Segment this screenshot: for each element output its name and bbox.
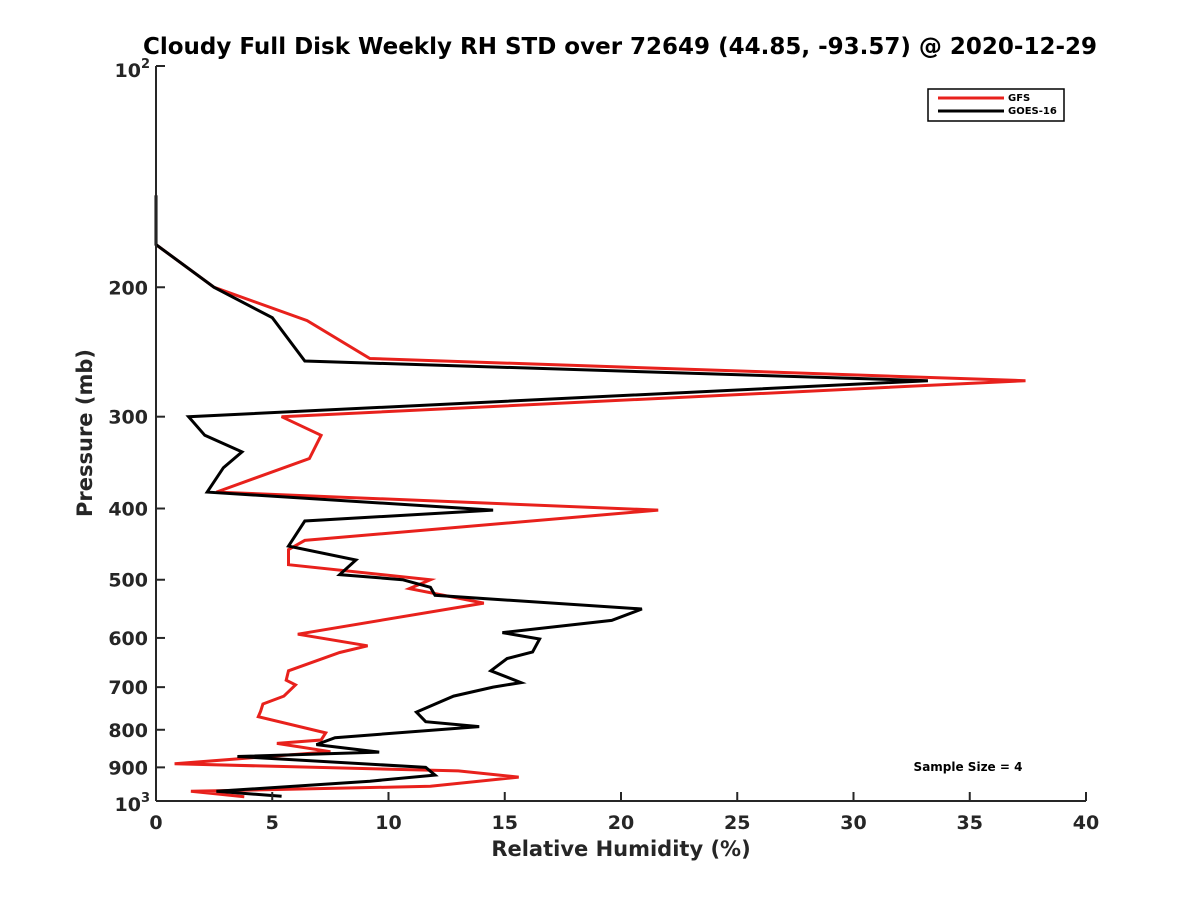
sample-size-annotation: Sample Size = 4: [914, 760, 1023, 774]
y-tick-label: 400: [108, 499, 148, 521]
x-tick-label: 10: [375, 812, 401, 834]
y-tick-label: 700: [108, 677, 148, 699]
y-tick-label: 500: [108, 570, 148, 592]
x-tick-label: 5: [266, 812, 279, 834]
legend-label-goes16: GOES-16: [1008, 106, 1057, 117]
y-bottom-tick-base: 10: [115, 794, 141, 816]
y-tick-label: 300: [108, 407, 148, 429]
x-tick-label: 25: [724, 812, 750, 834]
legend: GFS GOES-16: [927, 88, 1065, 122]
x-tick-label: 40: [1073, 812, 1099, 834]
legend-box: [927, 88, 1065, 122]
y-tick-label: 600: [108, 628, 148, 650]
x-tick-label: 15: [492, 812, 518, 834]
y-axis-label: Pressure (mb): [73, 349, 97, 517]
x-tick-label: 30: [840, 812, 866, 834]
series-layer: [154, 195, 1026, 799]
y-top-tick-exp: 2: [141, 57, 150, 72]
chart-title: Cloudy Full Disk Weekly RH STD over 7264…: [143, 34, 1097, 60]
series-line-gfs: [154, 195, 1026, 799]
y-tick-label: 200: [108, 277, 148, 299]
x-tick-label: 35: [957, 812, 983, 834]
legend-label-gfs: GFS: [1008, 93, 1030, 104]
y-tick-label: 900: [108, 757, 148, 779]
y-top-tick-label: 102: [115, 57, 151, 82]
y-bottom-tick-exp: 3: [141, 791, 150, 806]
x-tick-label: 20: [608, 812, 634, 834]
y-tick-label: 800: [108, 720, 148, 742]
series-line-goes16: [154, 195, 928, 798]
x-axis-ticks: 0 5 10 15 20 25 30 35 40: [149, 792, 1099, 834]
y-bottom-tick-label: 103: [115, 791, 151, 816]
x-axis-label: Relative Humidity (%): [491, 837, 750, 861]
x-tick-label: 0: [149, 812, 162, 834]
y-axis-ticks: 200 300 400 500 600 700 800 900: [108, 65, 165, 802]
y-top-tick-base: 10: [115, 60, 141, 82]
